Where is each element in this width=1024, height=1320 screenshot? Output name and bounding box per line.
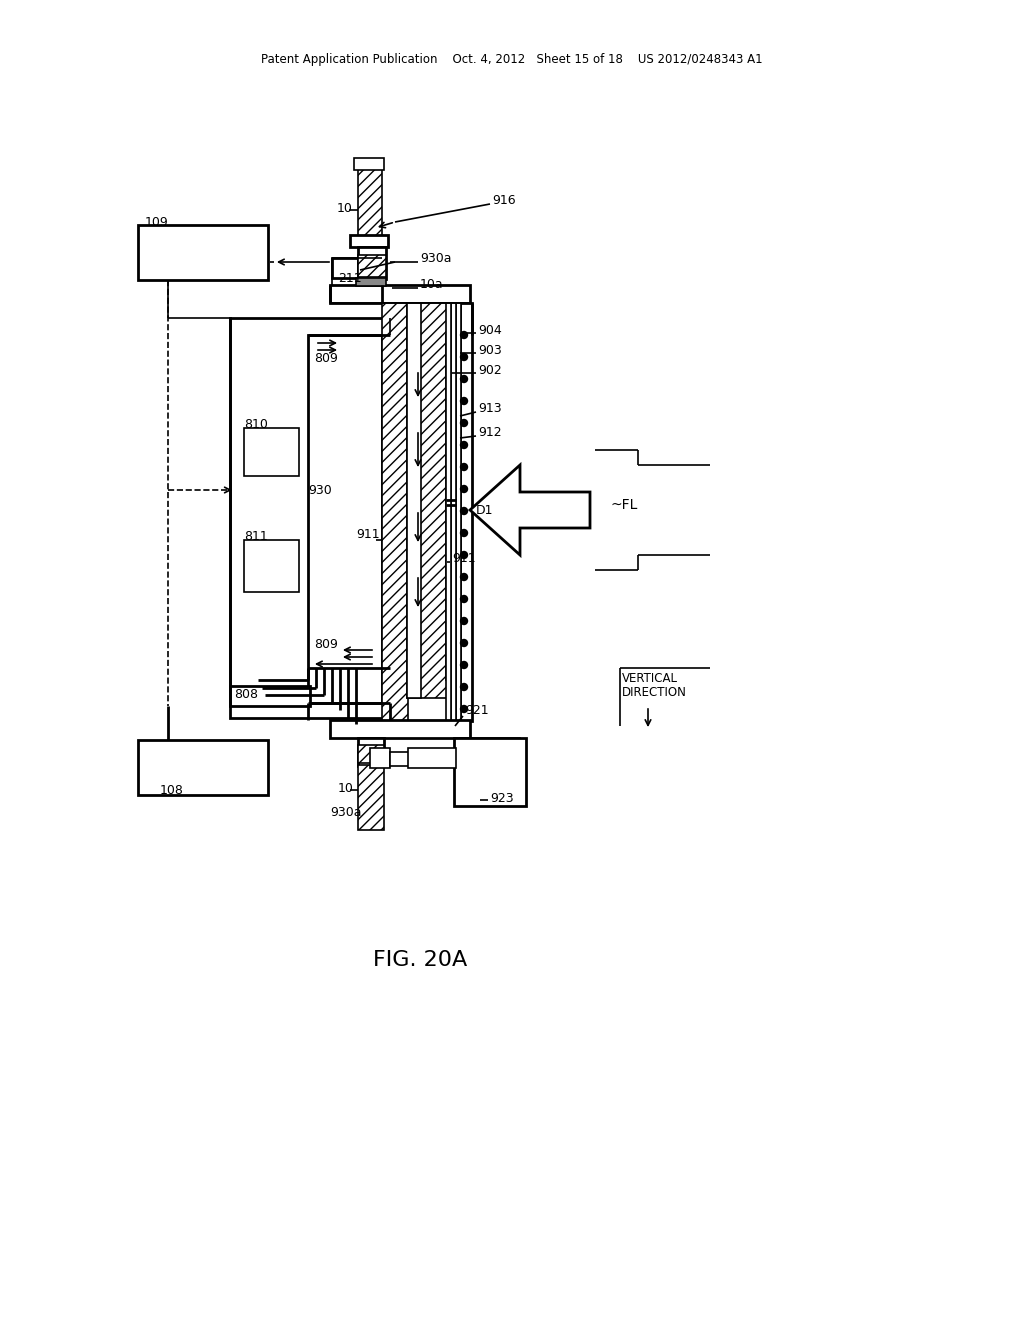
Bar (446, 304, 451, 721)
Text: 10: 10 (337, 202, 353, 214)
Bar (454, 738, 526, 807)
Bar (330, 719, 470, 738)
Text: D1: D1 (476, 503, 494, 516)
Bar (354, 158, 384, 170)
Bar (390, 752, 410, 766)
Text: Patent Application Publication    Oct. 4, 2012   Sheet 15 of 18    US 2012/02483: Patent Application Publication Oct. 4, 2… (261, 54, 763, 66)
Text: 10: 10 (338, 781, 354, 795)
Bar (230, 318, 390, 718)
Circle shape (461, 375, 468, 383)
Bar (460, 738, 520, 807)
Circle shape (461, 397, 468, 404)
Text: 10a: 10a (420, 279, 443, 292)
Text: 903: 903 (478, 343, 502, 356)
Circle shape (461, 441, 468, 449)
Text: 911: 911 (356, 528, 380, 541)
Circle shape (461, 684, 468, 690)
Bar (330, 285, 470, 304)
Bar (408, 748, 456, 768)
Text: 808: 808 (234, 689, 258, 701)
Circle shape (461, 705, 468, 713)
Text: 904: 904 (478, 323, 502, 337)
Bar (350, 235, 388, 247)
Circle shape (461, 463, 468, 470)
Bar (407, 304, 421, 698)
Text: 913: 913 (478, 401, 502, 414)
Bar (308, 335, 382, 704)
Circle shape (461, 529, 468, 536)
Circle shape (461, 420, 468, 426)
Text: 923: 923 (490, 792, 514, 804)
Text: 916: 916 (492, 194, 516, 206)
Bar (451, 304, 456, 721)
Circle shape (461, 639, 468, 647)
Text: 930: 930 (308, 483, 332, 496)
Circle shape (461, 661, 468, 668)
Text: 921: 921 (465, 704, 488, 717)
Bar (138, 741, 268, 795)
Bar (138, 224, 268, 280)
Circle shape (461, 354, 468, 360)
Text: 902: 902 (478, 363, 502, 376)
Bar (358, 255, 386, 277)
Text: VERTICAL: VERTICAL (622, 672, 678, 685)
Text: DIRECTION: DIRECTION (622, 685, 687, 698)
Text: 810: 810 (244, 418, 268, 432)
Text: 912: 912 (478, 425, 502, 438)
Circle shape (461, 507, 468, 515)
Text: 911: 911 (452, 552, 475, 565)
Text: 809: 809 (314, 639, 338, 652)
Bar (244, 428, 299, 477)
Bar (446, 335, 460, 680)
Text: 930a: 930a (420, 252, 452, 264)
Bar (332, 257, 358, 279)
Bar (356, 279, 386, 286)
Text: 109: 109 (145, 215, 169, 228)
Bar (460, 304, 472, 721)
Circle shape (461, 595, 468, 602)
Bar (407, 304, 447, 698)
Text: 809: 809 (314, 351, 338, 364)
Circle shape (461, 618, 468, 624)
Bar (358, 738, 384, 766)
Bar (244, 540, 299, 591)
Bar (456, 304, 461, 721)
Circle shape (461, 552, 468, 558)
Bar (358, 247, 386, 279)
Polygon shape (470, 465, 590, 554)
Bar (370, 748, 390, 768)
Text: 930a: 930a (330, 805, 361, 818)
Text: ~FL: ~FL (610, 498, 637, 512)
Text: 211: 211 (338, 272, 361, 285)
Bar (358, 766, 384, 830)
Text: 811: 811 (244, 531, 267, 544)
Circle shape (461, 486, 468, 492)
Text: FIG. 20A: FIG. 20A (373, 950, 467, 970)
Bar (358, 744, 384, 763)
Bar (382, 304, 408, 721)
Text: 108: 108 (160, 784, 184, 796)
Bar (358, 168, 382, 236)
Bar (230, 686, 310, 706)
Circle shape (461, 573, 468, 581)
Circle shape (461, 331, 468, 338)
